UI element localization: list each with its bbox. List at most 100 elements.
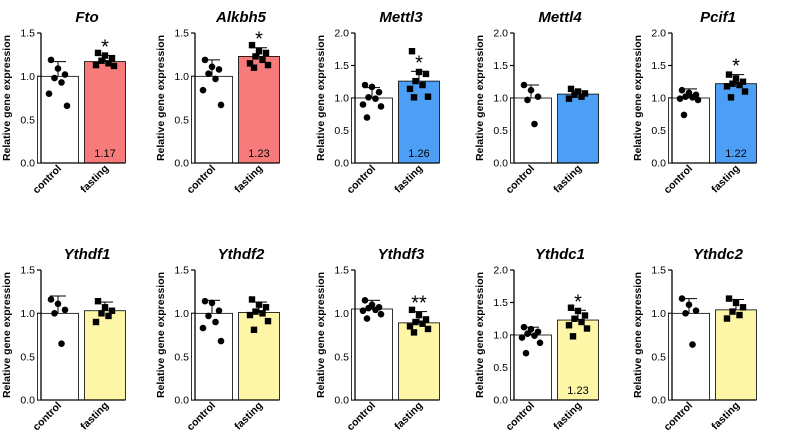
alkbh5-data-label: 1.23 bbox=[248, 148, 269, 160]
ythdf1-y-tick-label: 1.0 bbox=[20, 308, 35, 320]
ythdc1-fasting-point bbox=[569, 333, 577, 340]
mettl3-y-tick-label: 0.5 bbox=[334, 125, 349, 137]
ythdf3-y-tick-label: 1.0 bbox=[334, 308, 349, 320]
ythdc2-fasting-point bbox=[723, 315, 731, 322]
ythdc1-control-point bbox=[536, 339, 544, 347]
ythdf2-control-point bbox=[205, 312, 212, 320]
ythdc1-control-point bbox=[522, 349, 530, 357]
mettl4-control-point bbox=[527, 86, 535, 94]
alkbh5-significance-marker: * bbox=[255, 29, 263, 51]
ythdf2-control-point bbox=[201, 297, 209, 305]
ythdc1-y-tick-label: 0.5 bbox=[493, 362, 508, 374]
pcif1-y-tick-label: 1.5 bbox=[651, 60, 666, 72]
fto-title: Fto bbox=[75, 9, 98, 26]
mettl3-control-point bbox=[372, 95, 379, 102]
pcif1-category-label-fasting: fasting bbox=[709, 163, 742, 196]
ythdf1-control-point bbox=[47, 296, 55, 303]
mettl3-y-tick-label: 1.0 bbox=[334, 93, 349, 105]
mettl3-fasting-point bbox=[410, 94, 418, 101]
mettl3-y-axis-label: Relative gene expression bbox=[315, 35, 327, 161]
ythdc1-fasting-point bbox=[581, 312, 589, 319]
alkbh5-fasting-point bbox=[246, 60, 254, 67]
pcif1-significance-marker: * bbox=[732, 56, 740, 78]
ythdf1-control-point bbox=[51, 310, 58, 317]
mettl3-control-point bbox=[368, 83, 376, 91]
mettl3-control-point bbox=[377, 103, 385, 110]
ythdc1-fasting-point bbox=[574, 307, 582, 315]
alkbh5-title: Alkbh5 bbox=[215, 9, 267, 26]
fto-control-point bbox=[51, 74, 58, 82]
pcif1-control-point bbox=[689, 94, 696, 101]
pcif1-y-tick-label: 2.0 bbox=[651, 28, 666, 40]
ythdc2-bar-control bbox=[668, 312, 710, 401]
ythdc1-fasting-point bbox=[571, 315, 578, 322]
ythdf1-category-label-control: control bbox=[30, 400, 64, 434]
fto-data-label: 1.17 bbox=[94, 148, 115, 160]
mettl3-category-label-control: control bbox=[344, 163, 378, 197]
mettl3-y-tick-label: 2.0 bbox=[334, 28, 349, 40]
pcif1-y-axis-label: Relative gene expression bbox=[632, 35, 644, 161]
ythdf3-category-label-fasting: fasting bbox=[392, 400, 425, 433]
pcif1-fasting-point bbox=[739, 78, 747, 85]
ythdc1-fasting-point bbox=[583, 325, 591, 332]
alkbh5-fasting-point bbox=[255, 48, 263, 55]
pcif1-control-point bbox=[680, 111, 688, 119]
ythdc2-category-label-fasting: fasting bbox=[709, 400, 742, 433]
fto-significance-marker: * bbox=[101, 37, 109, 59]
pcif1-title: Pcif1 bbox=[700, 9, 736, 26]
alkbh5-control-point bbox=[205, 70, 212, 78]
alkbh5-category-label-fasting: fasting bbox=[232, 163, 265, 196]
pcif1-category-label-control: control bbox=[661, 163, 695, 197]
ythdf3-fasting-point bbox=[419, 320, 426, 327]
pcif1-fasting-point bbox=[729, 80, 736, 87]
ythdc1-control-point bbox=[531, 332, 538, 339]
ythdf2-bar-fasting bbox=[238, 312, 280, 401]
mettl3-category-label-fasting: fasting bbox=[392, 163, 425, 196]
mettl4-title: Mettl4 bbox=[538, 9, 582, 26]
mettl3-fasting-point bbox=[422, 70, 430, 78]
ythdc1-y-tick-label: 2.0 bbox=[493, 265, 508, 277]
mettl4-fasting-point bbox=[567, 85, 575, 93]
ythdf3-significance-marker: ** bbox=[411, 293, 427, 315]
mettl3-significance-marker: * bbox=[415, 52, 423, 74]
mettl4-category-label-fasting: fasting bbox=[551, 163, 584, 196]
mettl3-fasting-point bbox=[424, 93, 432, 100]
ythdf3-fasting-point bbox=[410, 329, 418, 336]
fto-control-point bbox=[54, 65, 62, 72]
ythdf2-control-point bbox=[215, 307, 223, 315]
fto-y-tick-label: 0.0 bbox=[20, 158, 35, 170]
ythdf2-fasting-point bbox=[250, 326, 258, 333]
fto-fasting-point bbox=[101, 52, 109, 59]
ythdf1-fasting-point bbox=[101, 304, 109, 311]
ythdc2-fasting-point bbox=[732, 299, 740, 307]
ythdf2-category-label-fasting: fasting bbox=[232, 400, 265, 433]
ythdf1-fasting-point bbox=[105, 312, 112, 320]
ythdc1-control-point bbox=[520, 323, 528, 331]
ythdc2-title: Ythdc2 bbox=[693, 246, 744, 263]
ythdc1-fasting-point bbox=[565, 322, 573, 329]
fto-y-axis-label: Relative gene expression bbox=[1, 35, 13, 161]
mettl3-control-point bbox=[359, 101, 367, 108]
pcif1-fasting-point bbox=[736, 81, 743, 89]
ythdf2-y-tick-label: 1.0 bbox=[174, 308, 189, 320]
ythdc2-control-point bbox=[692, 307, 700, 315]
pcif1-fasting-point bbox=[732, 75, 740, 82]
ythdf3-fasting-point bbox=[424, 325, 432, 333]
ythdc1-category-label-fasting: fasting bbox=[551, 400, 584, 433]
ythdc1-y-tick-label: 1.0 bbox=[493, 330, 508, 342]
mettl3-control-point bbox=[365, 94, 372, 101]
ythdf2-fasting-point bbox=[259, 310, 266, 317]
alkbh5-fasting-point bbox=[248, 41, 256, 49]
ythdf3-control-point bbox=[361, 297, 369, 304]
ythdf3-fasting-point bbox=[406, 323, 414, 330]
fto-control-point bbox=[45, 90, 53, 97]
ythdf3-y-tick-label: 0.0 bbox=[334, 395, 349, 407]
alkbh5-control-point bbox=[199, 86, 207, 94]
fto-fasting-point bbox=[105, 60, 112, 67]
ythdc2-y-tick-label: 1.5 bbox=[651, 265, 666, 277]
alkbh5-control-point bbox=[201, 56, 209, 64]
mettl4-y-tick-label: 0.5 bbox=[493, 125, 508, 137]
pcif1-y-tick-label: 0.0 bbox=[651, 158, 666, 170]
ythdc2-y-tick-label: 0.0 bbox=[651, 395, 666, 407]
ythdf2-fasting-point bbox=[246, 311, 254, 319]
